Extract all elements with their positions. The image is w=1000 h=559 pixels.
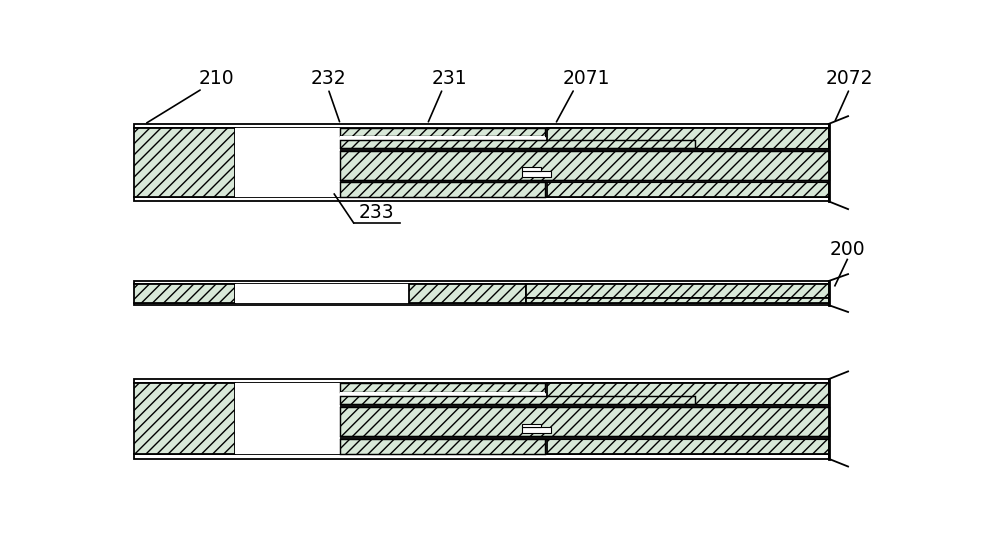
Bar — [340, 128, 545, 136]
Text: 210: 210 — [199, 69, 234, 88]
Bar — [134, 383, 235, 454]
Bar — [340, 140, 695, 148]
Bar — [522, 428, 551, 433]
Bar — [340, 383, 545, 392]
Bar — [340, 182, 545, 197]
Bar — [134, 283, 235, 302]
Bar — [340, 148, 829, 150]
Bar — [340, 396, 695, 404]
Bar — [340, 179, 829, 182]
Bar — [547, 128, 829, 197]
Bar — [134, 281, 829, 283]
Text: 2071: 2071 — [562, 69, 610, 88]
Text: 233: 233 — [359, 203, 395, 222]
Bar — [522, 171, 551, 177]
Bar — [134, 197, 829, 201]
Bar — [522, 167, 541, 171]
Bar — [134, 128, 235, 197]
Bar — [340, 406, 829, 437]
Bar — [522, 424, 541, 428]
Bar — [340, 437, 829, 439]
Bar — [340, 392, 545, 396]
Bar — [235, 283, 409, 302]
Bar — [340, 150, 829, 179]
Bar — [340, 439, 545, 454]
Bar — [409, 283, 526, 302]
Bar — [134, 302, 829, 305]
Text: 200: 200 — [829, 240, 865, 259]
Bar — [134, 379, 829, 383]
Text: 231: 231 — [431, 69, 467, 88]
Bar — [235, 383, 340, 454]
Text: 2072: 2072 — [826, 69, 873, 88]
Bar — [235, 128, 340, 197]
Bar — [547, 383, 829, 454]
Bar — [134, 454, 829, 459]
Bar — [526, 283, 829, 298]
Text: 232: 232 — [310, 69, 346, 88]
Bar — [340, 136, 545, 140]
Bar — [134, 124, 829, 128]
Bar — [340, 404, 829, 406]
Bar — [526, 298, 829, 302]
